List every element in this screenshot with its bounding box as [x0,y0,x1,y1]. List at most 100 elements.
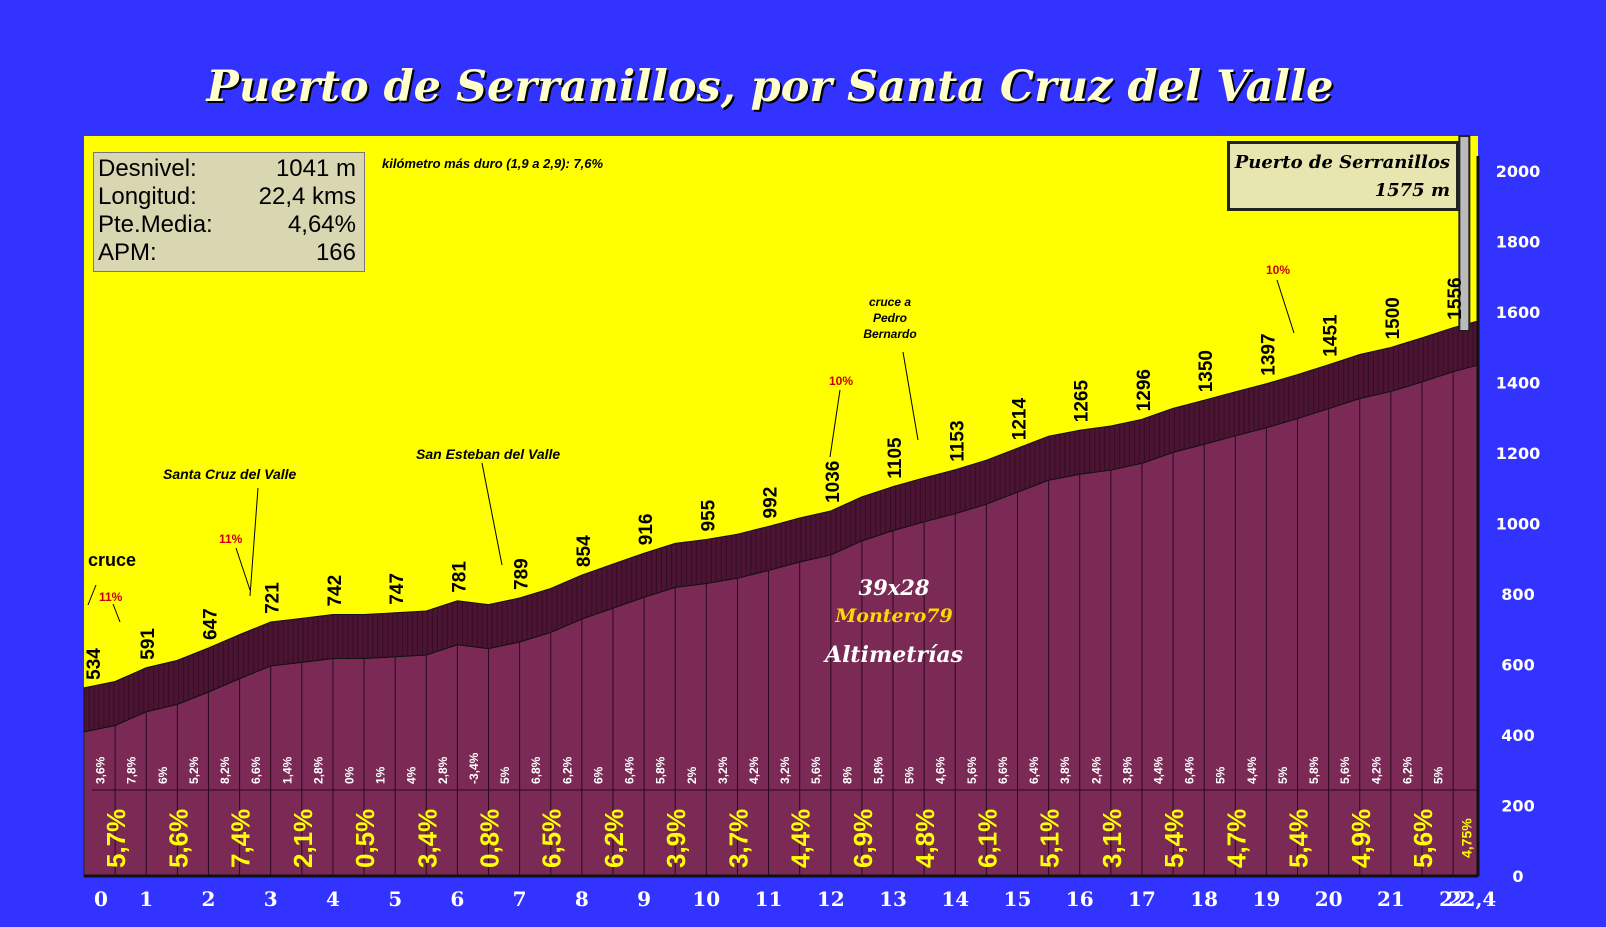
x-tick-label: 3 [264,887,278,911]
altitude-label: 955 [698,499,719,531]
altitude-label: 721 [263,582,284,614]
half-km-gradient: 4,2% [747,756,761,784]
credit-brand: Altimetrías [825,642,963,668]
x-tick-label: 16 [1066,887,1094,911]
half-km-gradient: 6,2% [1400,756,1414,784]
summit-box: Puerto de Serranillos 1575 m [1227,141,1459,211]
stat-row-apm: APM: 166 [98,239,356,267]
half-km-gradient: 4,6% [934,756,948,784]
km-gradient: 5,6% [1408,809,1438,868]
km-gradient: 5,6% [163,809,193,868]
half-km-gradient: 4% [405,766,419,784]
half-km-gradient: 5% [903,766,917,784]
y-tick-label: 1200 [1496,444,1541,463]
half-km-gradient: 3,2% [716,756,730,784]
stat-label: Longitud: [98,183,197,210]
stat-row-desnivel: Desnivel: 1041 m [98,155,356,183]
half-km-gradient: 8,2% [218,756,232,784]
x-tick-label: 7 [513,887,527,911]
km-gradient: 7,4% [226,809,256,868]
km-gradient: 6,9% [848,809,878,868]
km-gradient: 0,5% [350,809,380,868]
half-km-gradient: 4,2% [1369,756,1383,784]
credit-size: 39x28 [858,575,930,600]
km-gradient: 4,75% [1459,818,1475,858]
stat-value: 1041 m [275,155,356,182]
x-tick-label: 5 [388,887,402,911]
y-tick-label: 200 [1501,797,1534,816]
stat-value: 166 [315,239,356,266]
km-gradient: 3,4% [412,809,442,868]
x-tick-label: 12 [817,887,845,911]
altitude-label: 1451 [1321,314,1342,357]
half-km-gradient: 5,6% [1338,756,1352,784]
y-tick-label: 2000 [1496,162,1541,181]
km-gradient: 6,5% [537,809,567,868]
altitude-label: 781 [449,561,470,593]
credit-author: Montero79 [835,605,953,627]
half-km-gradient: 0% [342,766,356,784]
annotation-label: 10% [1266,263,1290,277]
half-km-gradient: 5,8% [1307,756,1321,784]
altitude-label: 1500 [1383,297,1404,339]
annotation-pointer [249,487,259,597]
altitude-label: 1350 [1196,350,1217,392]
km-gradient: 4,8% [910,809,940,868]
stat-label: APM: [98,239,157,266]
altitude-label: 992 [761,487,782,519]
annotation-pointer [481,462,503,566]
annotation-pointer [112,603,121,623]
summit-name: Puerto de Serranillos [1234,152,1450,173]
y-tick-label: 800 [1501,585,1534,604]
y-tick-label: 1800 [1496,233,1541,252]
half-km-gradient: 8% [840,766,854,784]
km-gradient: 0,8% [475,809,505,868]
km-gradient: 6,2% [599,809,629,868]
annotation-pointer [829,389,841,458]
km-gradient: 4,9% [1346,809,1376,868]
half-km-gradient: 6% [591,766,605,784]
stat-value: 22,4 kms [258,183,356,210]
x-tick-label: 13 [879,887,907,911]
stats-panel: Desnivel: 1041 m Longitud: 22,4 kms Pte.… [93,152,365,272]
half-km-gradient: 6,4% [1183,756,1197,784]
x-tick-label: 4 [326,887,340,911]
half-km-gradient: 3,6% [94,756,108,784]
annotation-pointer [1276,279,1295,334]
half-km-gradient: 4,4% [1245,756,1259,784]
half-km-gradient: 5% [498,766,512,784]
altitude-label: 1153 [947,420,968,461]
y-tick-label: 1400 [1496,374,1541,393]
y-tick-label: 1000 [1496,515,1541,534]
annotation-label: 10% [829,374,853,388]
altitude-label: 1214 [1009,398,1030,441]
half-km-gradient: 2,4% [1089,756,1103,784]
x-tick-label: 17 [1128,887,1156,911]
annotation-label: Pedro [873,311,907,325]
half-km-gradient: 6,6% [249,756,263,784]
half-km-gradient: 6,8% [529,756,543,784]
half-km-gradient: 3,8% [1058,756,1072,784]
half-km-gradient: 3,8% [1120,756,1134,784]
km-gradient: 6,1% [972,809,1002,868]
x-tick-label: 1 [139,887,153,911]
altitude-label: 916 [636,514,657,546]
annotation-label: cruce a [869,295,911,309]
half-km-gradient: 6,2% [560,756,574,784]
altitude-label: 1105 [885,437,906,479]
summit-post [1458,135,1471,332]
stat-label: Pte.Media: [98,211,213,238]
stat-row-pendiente: Pte.Media: 4,64% [98,211,356,239]
half-km-gradient: 7,8% [125,756,139,784]
annotation-label: Bernardo [863,327,916,341]
km-gradient: 5,4% [1159,809,1189,868]
altitude-label: 854 [574,535,595,567]
y-tick-label: 400 [1501,726,1534,745]
x-tick-label: 21 [1377,887,1405,911]
half-km-gradient: 5,6% [809,756,823,784]
stat-label: Desnivel: [98,155,197,182]
stat-value: 4,64% [287,211,356,238]
half-km-gradient: 2,8% [311,756,325,784]
altitude-label: 747 [387,573,408,605]
